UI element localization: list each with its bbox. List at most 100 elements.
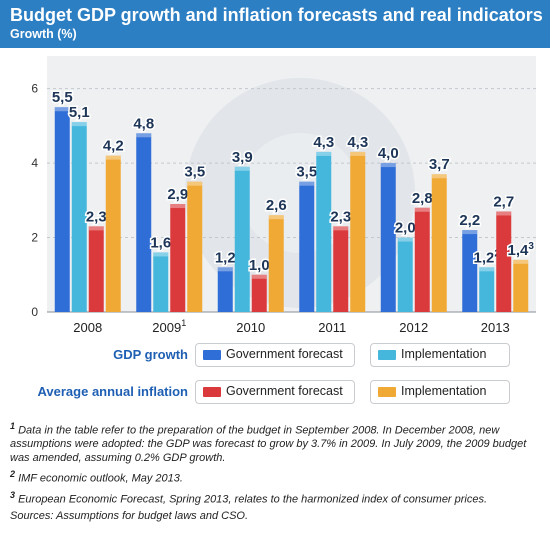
data-label: 2,2 [459, 212, 480, 229]
bar-highlight [217, 267, 233, 272]
footnote-3-marker: 3 [10, 490, 16, 501]
data-label: 4,0 [378, 145, 399, 162]
bar-highlight [431, 174, 447, 179]
bar-highlight [251, 274, 267, 279]
bar-highlight [187, 181, 203, 186]
x-tick-superscript: 1 [181, 318, 186, 328]
x-tick-label: 2008 [73, 320, 102, 335]
legend-gdp-gov: Government forecast [195, 343, 355, 367]
bar [234, 166, 250, 312]
data-label: 2,6 [266, 197, 287, 214]
x-tick-label: 20091 [152, 318, 186, 335]
footnotes: 1 Data in the table refer to the prepara… [10, 420, 540, 527]
bar [462, 230, 478, 312]
data-label: 5,5 [52, 89, 73, 106]
bar-highlight [414, 207, 430, 212]
y-tick-label: 2 [31, 231, 38, 245]
bar [380, 163, 396, 312]
footnote-2-marker: 2 [10, 469, 16, 480]
bar [299, 181, 315, 312]
bar [187, 181, 203, 312]
y-tick-label: 6 [31, 82, 38, 96]
data-label-superscript: 3 [528, 241, 534, 252]
legend-swatch-infl-impl [378, 387, 396, 397]
bar-highlight [316, 151, 332, 156]
bar [88, 226, 104, 312]
bar [479, 267, 495, 312]
chart-header: Budget GDP growth and inflation forecast… [0, 0, 550, 48]
legend-text-infl-impl: Implementation [401, 384, 487, 398]
bar-highlight [350, 151, 366, 156]
chart-title: Budget GDP growth and inflation forecast… [10, 5, 543, 25]
bar [316, 151, 332, 312]
data-label: 2,3 [330, 208, 351, 225]
data-label: 1,0 [249, 257, 270, 274]
legend-infl-impl: Implementation [370, 380, 510, 404]
data-label: 2,8 [412, 190, 433, 207]
sources-note: Sources: Assumptions for budget laws and… [10, 510, 249, 523]
bar-highlight [496, 211, 512, 216]
x-tick-label: 2010 [236, 320, 265, 335]
data-label: 3,7 [429, 156, 450, 173]
bar-highlight [299, 181, 315, 186]
bar [217, 267, 233, 312]
bar-highlight [513, 259, 529, 264]
bar [251, 274, 267, 312]
legend-gdp-impl: Implementation [370, 343, 510, 367]
y-tick-label: 0 [31, 305, 38, 319]
bar [431, 174, 447, 312]
data-label: 1,6 [150, 234, 171, 251]
bar [513, 259, 529, 312]
data-label: 3,5 [296, 164, 317, 181]
bar-highlight [136, 133, 152, 138]
bar [105, 155, 121, 312]
y-tick-label: 4 [31, 156, 38, 170]
data-label: 4,3 [313, 134, 334, 151]
legend-text-gdp-impl: Implementation [401, 347, 487, 361]
bar [397, 237, 413, 312]
data-label: 4,8 [133, 115, 154, 132]
legend-inflation-row: Average annual inflation Government fore… [0, 379, 550, 407]
bar-highlight [479, 267, 495, 272]
bar [268, 215, 284, 312]
bar-highlight [234, 166, 250, 171]
bar-highlight [462, 230, 478, 235]
chart-subtitle: Growth (%) [10, 27, 77, 41]
data-label: 2,7 [493, 193, 514, 210]
data-label: 4,2 [103, 138, 124, 155]
bar [54, 107, 70, 312]
legend-infl-gov: Government forecast [195, 380, 355, 404]
data-label: 4,3 [347, 134, 368, 151]
footnote-3: 3 European Economic Forecast, Spring 201… [10, 489, 540, 507]
data-label: 3,5 [184, 164, 205, 181]
bar [136, 133, 152, 312]
bar [496, 211, 512, 312]
bar [153, 252, 169, 312]
footnote-2-text: IMF economic outlook, May 2013. [18, 472, 183, 485]
bar-highlight [333, 226, 349, 231]
data-label: 3,9 [232, 149, 253, 166]
x-tick-label: 2013 [481, 320, 510, 335]
data-label: 2,0 [395, 220, 416, 237]
legend-swatch-gdp-gov [203, 350, 221, 360]
data-label: 2,9 [167, 186, 188, 203]
bar [414, 207, 430, 312]
footnote-2: 2 IMF economic outlook, May 2013. [10, 468, 540, 486]
footnote-3-text: European Economic Forecast, Spring 2013,… [18, 493, 488, 506]
data-label: 1,2 [215, 249, 236, 266]
x-tick-label: 2012 [399, 320, 428, 335]
legend-inflation-label: Average annual inflation [37, 384, 189, 399]
bar-highlight [268, 215, 284, 220]
x-tick-label: 2011 [318, 320, 346, 335]
bar-highlight [105, 155, 121, 160]
bar-highlight [170, 204, 186, 209]
legend-gdp-label: GDP growth [113, 347, 188, 362]
bar-highlight [71, 122, 87, 127]
bar [333, 226, 349, 312]
footnote-1-text: Data in the table refer to the preparati… [10, 424, 527, 464]
bar-chart: 0 2 4 6 5,55,1 2,3 4,2 2008 4,8 1,6 2,9 3,5 20091 1,2… [31, 56, 536, 335]
bar [350, 151, 366, 312]
legend-text-gdp-gov: Government forecast [226, 347, 343, 361]
footnote-1-marker: 1 [10, 421, 16, 431]
data-label: 5,1 [69, 104, 90, 121]
